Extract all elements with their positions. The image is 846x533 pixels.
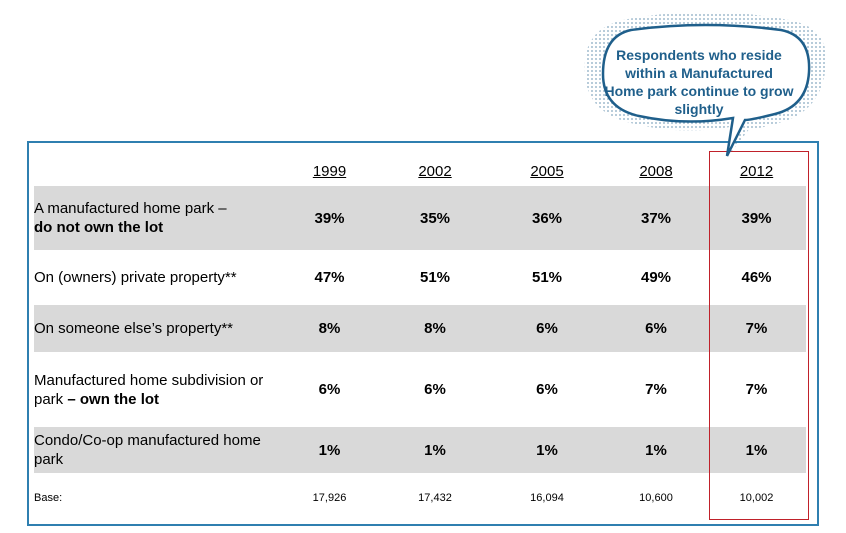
column-header: 2008 bbox=[639, 163, 673, 180]
table-cell: 6% bbox=[489, 305, 605, 352]
base-cell: 17,432 bbox=[418, 492, 452, 504]
table-cell: 6% bbox=[536, 381, 558, 398]
base-row: Base: 17,926 17,432 16,094 10,600 10,002 bbox=[34, 477, 806, 519]
table-cell: 8% bbox=[278, 305, 381, 352]
table-cell: 36% bbox=[489, 186, 605, 250]
table-cell: 51% bbox=[531, 269, 563, 286]
table-cell: 7% bbox=[707, 305, 806, 352]
table-cell: 1% bbox=[381, 427, 489, 473]
table-cell: 39% bbox=[707, 186, 806, 250]
table-frame bbox=[27, 141, 819, 526]
base-cell: 10,600 bbox=[639, 492, 673, 504]
speech-bubble-callout bbox=[584, 12, 827, 160]
row-label: On (owners) private property** bbox=[34, 269, 237, 286]
table-cell: 39% bbox=[278, 186, 381, 250]
table-cell: 6% bbox=[318, 381, 341, 398]
table-cell: 47% bbox=[314, 269, 345, 286]
table-cell: 1% bbox=[707, 427, 806, 473]
table-cell: 46% bbox=[741, 269, 772, 286]
table-cell: 35% bbox=[381, 186, 489, 250]
base-cell: 17,926 bbox=[312, 492, 347, 504]
table-row: On someone else’s property** 8% 8% 6% 6%… bbox=[34, 305, 806, 352]
table-row: Manufactured home subdivision or park – … bbox=[34, 356, 806, 423]
table-cell: 37% bbox=[605, 186, 707, 250]
table-cell: 1% bbox=[605, 427, 707, 473]
row-label: Manufactured home subdivision or park – … bbox=[34, 371, 264, 408]
row-label: Condo/Co-op manufactured home park bbox=[34, 427, 278, 473]
header-row: 1999 2002 2005 2008 2012 bbox=[34, 152, 806, 182]
table-cell: 1% bbox=[278, 427, 381, 473]
table-row: On (owners) private property** 47% 51% 5… bbox=[34, 254, 806, 301]
table-row: Condo/Co-op manufactured home park 1% 1%… bbox=[34, 427, 806, 473]
table-cell: 7% bbox=[645, 381, 667, 398]
table-cell: 51% bbox=[419, 269, 451, 286]
base-cell: 10,002 bbox=[739, 492, 774, 504]
column-header: 1999 bbox=[312, 163, 347, 180]
table-row: A manufactured home park – do not own the… bbox=[34, 186, 806, 250]
table-cell: 7% bbox=[745, 381, 768, 398]
table-cell: 8% bbox=[381, 305, 489, 352]
table-cell: 6% bbox=[424, 381, 446, 398]
callout-text: Respondents who reside within a Manufact… bbox=[604, 47, 794, 117]
base-cell: 16,094 bbox=[530, 492, 564, 504]
column-header: 2002 bbox=[418, 163, 452, 180]
table-cell: 1% bbox=[489, 427, 605, 473]
base-label: Base: bbox=[34, 491, 63, 504]
column-header: 2005 bbox=[530, 163, 564, 180]
header-blank bbox=[34, 152, 278, 182]
column-header: 2012 bbox=[739, 163, 774, 180]
row-label: A manufactured home park – do not own the… bbox=[34, 186, 278, 250]
table-cell: 49% bbox=[640, 269, 672, 286]
data-table: 1999 2002 2005 2008 2012 A manufactured … bbox=[34, 148, 806, 523]
table-cell: 6% bbox=[605, 305, 707, 352]
row-label: On someone else’s property** bbox=[34, 305, 278, 352]
